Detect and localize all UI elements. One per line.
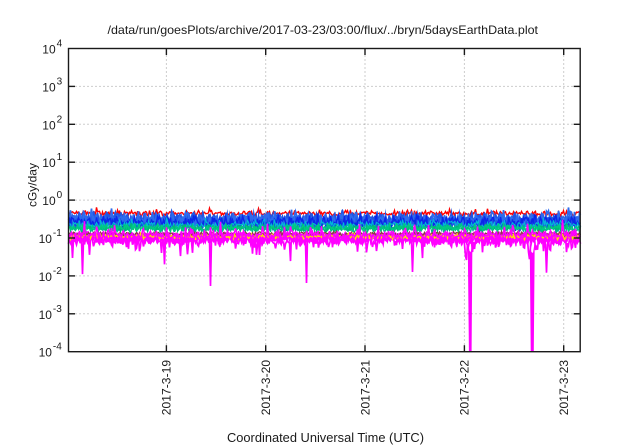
svg-text:-4: -4 <box>53 342 62 353</box>
svg-text:3: 3 <box>57 76 63 87</box>
svg-text:2017-3-21: 2017-3-21 <box>358 360 372 416</box>
svg-text:-2: -2 <box>53 266 62 277</box>
svg-text:2017-3-23: 2017-3-23 <box>557 360 571 416</box>
svg-text:10: 10 <box>39 270 53 284</box>
svg-text:10: 10 <box>42 118 56 132</box>
svg-text:2017-3-19: 2017-3-19 <box>160 360 174 416</box>
svg-text:2017-3-20: 2017-3-20 <box>259 360 273 416</box>
svg-text:10: 10 <box>42 156 56 170</box>
svg-text:10: 10 <box>42 194 56 208</box>
svg-text:10: 10 <box>39 232 53 246</box>
svg-text:10: 10 <box>39 308 53 322</box>
svg-text:-1: -1 <box>53 228 62 239</box>
svg-text:Coordinated Universal Time (UT: Coordinated Universal Time (UTC) <box>227 430 424 445</box>
svg-text:2017-3-22: 2017-3-22 <box>458 360 472 416</box>
svg-text:10: 10 <box>42 43 56 57</box>
svg-text:0: 0 <box>57 190 63 201</box>
svg-text:10: 10 <box>39 346 53 360</box>
svg-text:10: 10 <box>42 80 56 94</box>
svg-text:-3: -3 <box>53 304 62 315</box>
svg-text:cGy/day: cGy/day <box>26 163 40 207</box>
svg-text:4: 4 <box>57 39 63 50</box>
svg-text:1: 1 <box>57 152 63 163</box>
svg-text:2: 2 <box>57 114 63 125</box>
svg-text:/data/run/goesPlots/archive/20: /data/run/goesPlots/archive/2017-03-23/0… <box>108 23 539 37</box>
